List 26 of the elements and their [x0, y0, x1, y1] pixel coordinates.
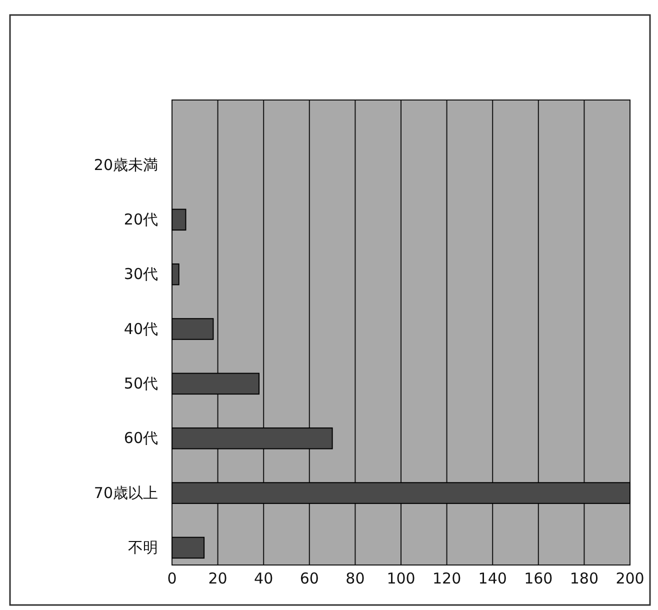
x-tick-label: 0 [167, 570, 177, 588]
bar [172, 318, 214, 340]
y-tick-label: 30代 [124, 265, 158, 284]
y-tick-label: 40代 [124, 320, 158, 338]
x-tick-label: 60 [300, 570, 319, 588]
x-tick-label: 180 [570, 570, 599, 588]
bar [172, 482, 630, 504]
bar [172, 208, 186, 231]
y-tick-label: 20代 [124, 210, 158, 228]
bar [172, 372, 260, 395]
x-tick-label: 80 [346, 570, 365, 588]
y-tick-label: 70歳以上 [94, 484, 158, 502]
x-tick-label: 160 [524, 570, 553, 588]
y-tick-label: 不明 [128, 538, 158, 557]
x-tick-label: 40 [254, 570, 274, 588]
bar [172, 427, 333, 450]
x-tick-label: 20 [208, 570, 228, 588]
x-tick-label: 200 [616, 570, 644, 588]
x-tick-label: 120 [432, 570, 462, 588]
y-tick-label: 50代 [124, 374, 158, 392]
bar [172, 263, 180, 286]
y-tick-label: 20歳未満 [94, 156, 158, 174]
x-tick-label: 100 [386, 570, 416, 588]
bar [172, 536, 205, 559]
y-tick-label: 60代 [124, 429, 158, 448]
x-tick-label: 140 [478, 570, 507, 588]
